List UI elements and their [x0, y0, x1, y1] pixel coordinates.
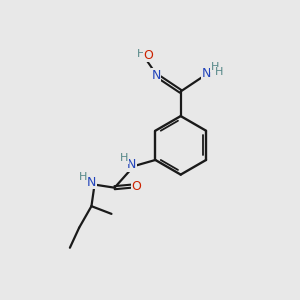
Text: H: H — [210, 62, 219, 72]
Text: N: N — [152, 69, 161, 82]
Text: N: N — [127, 158, 136, 171]
Text: O: O — [131, 180, 141, 193]
Text: H: H — [215, 67, 224, 77]
Text: H: H — [120, 153, 128, 164]
Text: H: H — [136, 49, 145, 59]
Text: N: N — [87, 176, 96, 189]
Text: N: N — [201, 67, 211, 80]
Text: H: H — [79, 172, 87, 182]
Text: O: O — [143, 49, 153, 62]
